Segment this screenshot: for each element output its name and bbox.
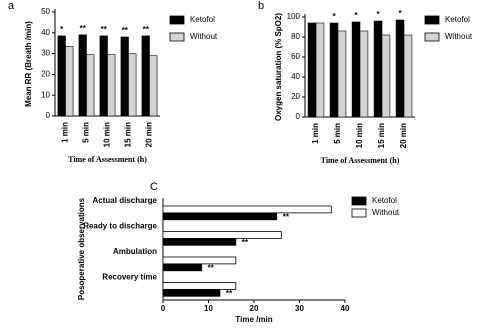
annotation: ** — [226, 289, 233, 298]
x-axis-label: Time of Assessment (h) — [321, 156, 400, 165]
x-tick-label: 10 — [204, 304, 213, 313]
annotation: * — [60, 25, 64, 34]
bar — [99, 35, 108, 117]
bar — [120, 36, 129, 117]
annotation: * — [398, 9, 402, 18]
bar — [403, 34, 413, 118]
panel-label: b — [258, 0, 264, 12]
legend-label: Without — [190, 32, 218, 41]
annotation: ** — [283, 212, 290, 221]
bar — [359, 30, 369, 118]
annotation: ** — [208, 263, 215, 272]
legend-label: Without — [445, 32, 473, 41]
annotation: ** — [80, 24, 87, 33]
legend-swatch — [351, 208, 367, 218]
annotation: ** — [242, 238, 249, 247]
y-tick-label: 50 — [41, 7, 50, 16]
annotation: ** — [122, 26, 129, 35]
annotation: ** — [143, 25, 150, 34]
y-axis-label: Posoperative observations — [77, 197, 86, 300]
annotation: * — [354, 11, 358, 20]
bar — [351, 21, 361, 118]
y-tick-label: 60 — [291, 52, 300, 61]
y-tick-label: 20 — [291, 92, 300, 101]
x-tick-label: 15 min — [377, 123, 386, 148]
annotation: * — [332, 12, 336, 21]
y-tick-label: 40 — [41, 28, 50, 37]
legend-label: Ketofol — [190, 15, 215, 24]
x-tick-label: 20 min — [145, 122, 154, 147]
y-tick-label: Ready to discharge — [83, 222, 157, 231]
bar — [162, 282, 237, 290]
x-tick-label: 1 min — [311, 123, 320, 144]
bar — [162, 237, 237, 246]
bar — [307, 22, 317, 118]
bar — [149, 55, 158, 117]
y-tick-label: 20 — [41, 70, 50, 79]
y-tick-label: 80 — [291, 32, 300, 41]
bar — [78, 34, 87, 117]
y-tick-label: 100 — [287, 12, 301, 21]
bar — [65, 46, 74, 117]
bar — [162, 212, 278, 221]
legend-swatch — [169, 15, 185, 25]
bar — [395, 19, 405, 118]
y-tick-label: Ambulation — [113, 247, 157, 256]
y-axis-label: Mean RR (Breath /min) — [24, 21, 33, 107]
bar — [162, 231, 282, 239]
legend-label: Ketofol — [445, 15, 470, 24]
x-tick-label: 10 min — [355, 123, 364, 148]
bar — [57, 35, 66, 117]
legend-swatch — [424, 32, 440, 42]
bar — [315, 22, 325, 118]
y-tick-label: 0 — [296, 112, 301, 121]
x-tick-label: 1 min — [61, 122, 70, 143]
annotation: ** — [101, 25, 108, 34]
y-tick-label: Recovery time — [102, 273, 157, 282]
bar — [162, 256, 237, 265]
x-tick-label: 20 — [250, 304, 259, 313]
x-tick-label: 20 min — [399, 123, 408, 148]
panel-label: C — [150, 181, 158, 193]
y-tick-label: 10 — [41, 90, 50, 99]
bar — [381, 34, 391, 118]
bar — [141, 35, 150, 117]
x-tick-label: 40 — [341, 304, 350, 313]
bar — [86, 54, 95, 117]
x-axis-label: Time of Assessment (h) — [68, 155, 147, 164]
bar — [162, 263, 203, 272]
bar — [162, 205, 332, 214]
bar — [162, 288, 221, 297]
x-tick-label: 5 min — [82, 122, 91, 143]
legend-swatch — [169, 32, 185, 42]
x-axis-label: Time /min — [235, 315, 272, 324]
legend-label: Ketofol — [372, 196, 397, 205]
y-tick-label: 0 — [46, 111, 51, 120]
annotation: * — [376, 10, 380, 19]
bar — [337, 30, 347, 118]
bar — [128, 53, 137, 117]
y-tick-label: 40 — [291, 72, 300, 81]
x-tick-label: 5 min — [333, 123, 342, 144]
y-tick-label: Actual discharge — [93, 196, 158, 205]
legend-swatch — [424, 15, 440, 25]
y-tick-label: 30 — [41, 49, 50, 58]
panel-label: a — [8, 0, 15, 12]
x-tick-label: 30 — [295, 304, 304, 313]
x-tick-label: 15 min — [124, 122, 133, 147]
x-tick-label: 0 — [161, 304, 166, 313]
y-axis-label: Oxygen saturation (% SpO2) — [274, 13, 283, 121]
bar — [329, 22, 339, 118]
bar — [373, 20, 383, 118]
x-tick-label: 10 min — [103, 122, 112, 147]
legend-label: Without — [372, 208, 400, 217]
legend-swatch — [351, 196, 367, 206]
bar — [107, 54, 116, 117]
